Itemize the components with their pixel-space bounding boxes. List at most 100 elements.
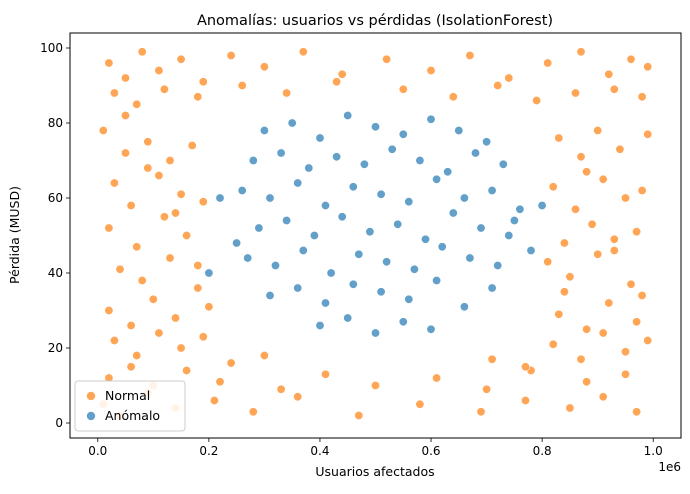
data-point <box>332 77 342 87</box>
data-point <box>226 358 236 368</box>
data-point <box>565 272 575 282</box>
legend: Normal Anómalo <box>74 380 186 432</box>
data-point <box>404 294 414 304</box>
data-point <box>165 253 175 263</box>
data-point <box>432 275 442 285</box>
data-point <box>282 88 292 98</box>
data-point <box>620 193 630 203</box>
series-anomalo <box>204 111 547 338</box>
data-point <box>159 84 169 94</box>
data-point <box>232 238 242 248</box>
data-point <box>582 377 592 387</box>
data-point <box>609 234 619 244</box>
data-point <box>182 231 192 241</box>
data-point <box>576 152 586 162</box>
data-point <box>215 377 225 387</box>
data-point <box>198 77 208 87</box>
data-point <box>582 167 592 177</box>
x-tick-label: 0.6 <box>421 444 440 458</box>
data-point <box>598 328 608 338</box>
data-point <box>487 354 497 364</box>
data-point <box>315 133 325 143</box>
data-point <box>465 50 475 60</box>
data-point <box>415 399 425 409</box>
x-axis-label: Usuarios afectados <box>315 464 434 479</box>
data-point <box>104 58 114 68</box>
legend-marker-normal <box>86 391 96 401</box>
data-point <box>126 362 136 372</box>
data-point <box>487 186 497 196</box>
data-point <box>287 118 297 128</box>
data-point <box>126 201 136 211</box>
data-point <box>276 384 286 394</box>
data-point <box>470 148 480 158</box>
data-point <box>582 324 592 334</box>
data-point <box>265 193 275 203</box>
chart-title: Anomalías: usuarios vs pérdidas (Isolati… <box>197 13 553 29</box>
data-point <box>365 227 375 237</box>
data-point <box>332 152 342 162</box>
data-point <box>559 287 569 297</box>
data-point <box>109 88 119 98</box>
data-point <box>121 111 131 121</box>
data-point <box>376 287 386 297</box>
legend-marker-anomalo <box>86 411 96 421</box>
data-point <box>320 369 330 379</box>
data-point <box>159 212 169 222</box>
series-normal <box>98 47 653 420</box>
data-point <box>443 167 453 177</box>
y-tick-label: 20 <box>48 341 63 355</box>
data-point <box>632 227 642 237</box>
data-point <box>154 328 164 338</box>
data-point <box>632 407 642 417</box>
data-point <box>554 133 564 143</box>
data-point <box>615 144 625 154</box>
data-point <box>348 279 358 289</box>
data-point <box>587 219 597 229</box>
data-point <box>304 163 314 173</box>
data-point <box>343 313 353 323</box>
data-point <box>143 137 153 147</box>
data-point <box>432 174 442 184</box>
data-point <box>482 137 492 147</box>
data-point <box>637 290 647 300</box>
data-point <box>293 283 303 293</box>
data-point <box>298 47 308 57</box>
data-point <box>420 234 430 244</box>
data-point <box>104 305 114 315</box>
data-point <box>176 189 186 199</box>
y-tick-label: 60 <box>48 191 63 205</box>
data-point <box>459 193 469 203</box>
data-point <box>370 122 380 132</box>
data-point <box>226 50 236 60</box>
data-point <box>620 369 630 379</box>
data-point <box>98 126 108 136</box>
data-point <box>404 197 414 207</box>
data-point <box>426 66 436 76</box>
data-point <box>559 238 569 248</box>
data-point <box>148 294 158 304</box>
data-point <box>259 62 269 72</box>
data-point <box>254 223 264 233</box>
x-tick-label: 0.4 <box>310 444 329 458</box>
data-point <box>193 283 203 293</box>
data-point <box>593 126 603 136</box>
data-point <box>604 69 614 79</box>
data-point <box>326 268 336 278</box>
x-tick-label: 0.2 <box>199 444 218 458</box>
data-point <box>165 156 175 166</box>
plot-frame <box>69 32 682 439</box>
data-point <box>282 216 292 226</box>
data-point <box>132 242 142 252</box>
data-point <box>643 129 653 139</box>
x-axis-offset-label: 1e6 <box>658 460 681 474</box>
data-point <box>382 54 392 64</box>
data-point <box>448 208 458 218</box>
data-point <box>498 159 508 169</box>
data-point <box>532 96 542 106</box>
data-point <box>259 126 269 136</box>
data-point <box>493 260 503 270</box>
data-point <box>298 246 308 256</box>
data-point <box>270 260 280 270</box>
data-point <box>171 208 181 218</box>
